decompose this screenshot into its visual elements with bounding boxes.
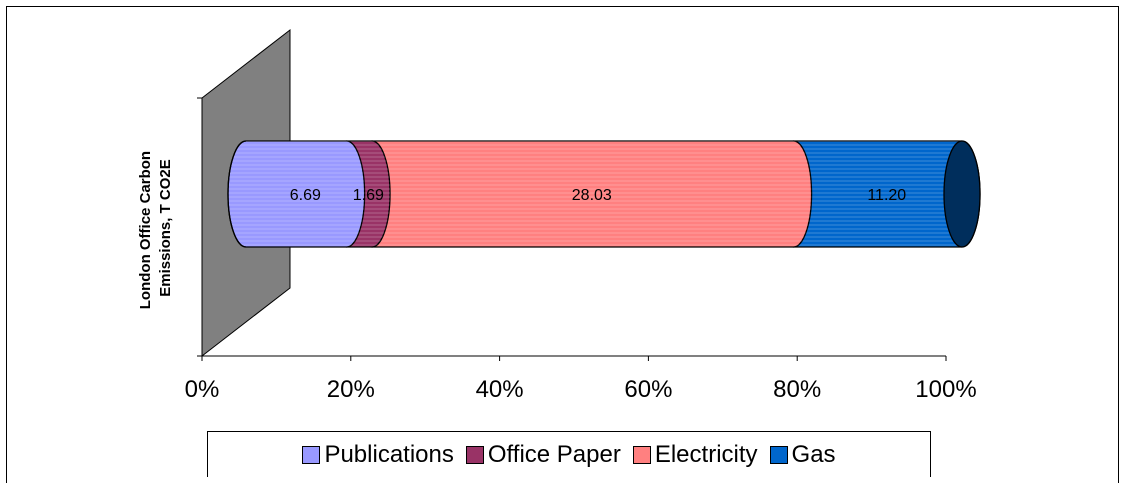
x-tick-label: 100% (915, 376, 976, 403)
legend-swatch (302, 445, 321, 464)
y-axis-label-line-1: London Office Carbon (137, 151, 154, 309)
legend-item-publications: Publications (302, 440, 454, 469)
chart-frame (6, 6, 1119, 483)
data-label-publications: 6.69 (290, 187, 321, 204)
legend-label: Office Paper (487, 440, 621, 468)
legend-item-office-paper: Office Paper (465, 440, 621, 469)
bar-segment-shading (354, 141, 812, 247)
legend-label: Publications (324, 440, 454, 468)
bar-segment-shading (775, 141, 980, 247)
bar-end-cap (943, 140, 981, 248)
legend-item-gas: Gas (769, 440, 836, 469)
data-label-gas: 11.20 (867, 187, 906, 204)
data-label-electricity: 28.03 (572, 187, 612, 204)
legend-swatch (632, 445, 651, 464)
x-tick-label: 60% (624, 376, 672, 403)
legend-label: Electricity (654, 440, 758, 468)
legend-swatch (769, 445, 788, 464)
bar-segment-shading (228, 141, 365, 247)
x-tick-label: 80% (773, 376, 821, 403)
x-tick-marks (201, 356, 947, 361)
x-tick-label: 40% (476, 376, 524, 403)
data-labels: 6.69 1.69 28.03 11.20 (290, 187, 907, 204)
legend-swatch (465, 445, 484, 464)
y-axis-label-line-2: Emissions, T CO2E (157, 159, 174, 297)
x-tick-label: 20% (327, 376, 375, 403)
legend-label: Gas (791, 440, 836, 468)
bar-segments (227, 140, 981, 248)
x-tick-labels: 0% 20% 40% 60% 80% 100% (185, 376, 977, 403)
y-axis-label: London Office Carbon Emissions, T CO2E (137, 147, 174, 310)
x-tick-label: 0% (185, 376, 220, 403)
bar-start-cap (227, 140, 247, 248)
data-label-office-paper: 1.69 (353, 187, 384, 204)
legend: Publications Office Paper Electricity Gas (207, 431, 931, 477)
legend-item-electricity: Electricity (632, 440, 758, 469)
